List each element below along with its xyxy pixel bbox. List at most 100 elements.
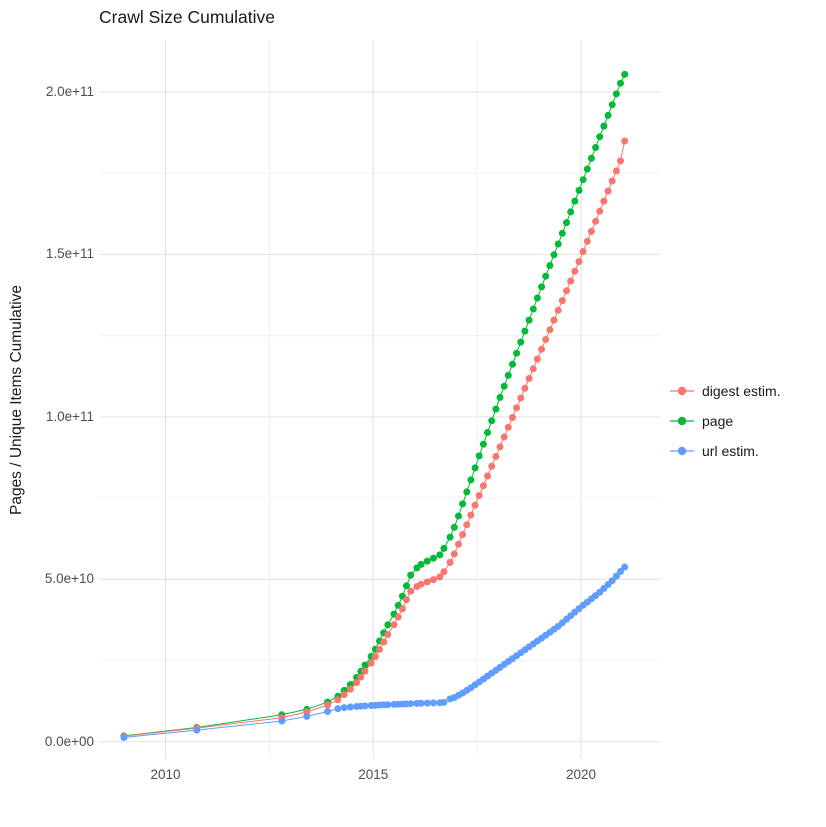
- data-point-digest-estim: [496, 443, 504, 451]
- data-point-digest-estim: [450, 550, 458, 558]
- data-point-page: [484, 429, 491, 436]
- data-point-digest-estim: [583, 237, 591, 245]
- data-point-page: [538, 283, 546, 291]
- data-point-digest-estim: [440, 568, 448, 576]
- series-line-digest-estim: [123, 140, 626, 737]
- data-point-digest-estim: [394, 613, 402, 621]
- data-point-page: [500, 382, 508, 390]
- data-point-url-estim: [407, 700, 415, 708]
- data-point-page: [563, 219, 570, 227]
- data-point-page: [604, 111, 612, 119]
- data-point-digest-estim: [571, 267, 579, 275]
- data-point-digest-estim: [398, 605, 406, 613]
- data-point-digest-estim: [525, 375, 533, 382]
- data-point-digest-estim: [488, 462, 496, 470]
- data-point-page: [517, 338, 525, 346]
- data-point-digest-estim: [604, 187, 612, 195]
- data-point-page: [596, 133, 604, 141]
- data-point-digest-estim: [371, 653, 379, 661]
- data-point-digest-estim: [340, 691, 348, 699]
- data-point-page: [463, 488, 471, 496]
- data-point-page: [450, 523, 458, 531]
- data-point-page: [446, 533, 454, 541]
- data-point-page: [542, 272, 550, 280]
- data-point-page: [488, 417, 496, 425]
- data-point-digest-estim: [608, 177, 616, 185]
- data-point-digest-estim: [596, 207, 604, 215]
- data-point-digest-estim: [509, 414, 516, 421]
- data-point-url-estim: [417, 699, 425, 707]
- data-point-page: [361, 661, 369, 669]
- data-point-url-estim: [361, 702, 369, 710]
- data-point-page: [471, 464, 479, 472]
- data-point-digest-estim: [492, 453, 500, 460]
- legend-key-url-estim-icon: [670, 446, 694, 456]
- data-point-digest-estim: [579, 248, 587, 255]
- data-point-page: [608, 101, 616, 109]
- data-point-digest-estim: [538, 345, 546, 353]
- data-point-page: [621, 70, 629, 78]
- data-point-url-estim: [334, 705, 342, 713]
- data-point-digest-estim: [612, 167, 620, 175]
- legend-label-url-estim: url estim.: [702, 443, 759, 459]
- data-point-page: [403, 582, 410, 590]
- legend-item-page: page: [669, 406, 781, 436]
- data-point-digest-estim: [407, 587, 415, 595]
- legend-key-page-icon: [670, 416, 694, 426]
- data-point-url-estim: [384, 701, 392, 709]
- data-point-digest-estim: [517, 394, 525, 402]
- data-point-url-estim: [303, 712, 311, 720]
- data-point-page: [384, 621, 392, 629]
- data-point-digest-estim: [484, 472, 491, 480]
- data-point-page: [529, 305, 537, 313]
- data-point-digest-estim: [467, 511, 475, 519]
- data-point-url-estim: [340, 704, 348, 712]
- data-point-digest-estim: [575, 258, 583, 266]
- data-point-digest-estim: [558, 297, 566, 305]
- legend-label-digest-estim: digest estim.: [702, 383, 781, 399]
- data-point-digest-estim: [554, 306, 562, 314]
- data-point-digest-estim: [533, 355, 541, 363]
- data-point-digest-estim: [417, 580, 425, 588]
- data-point-page: [521, 327, 529, 335]
- data-point-digest-estim: [390, 621, 398, 629]
- data-point-url-estim: [324, 708, 332, 715]
- data-point-page: [423, 557, 431, 565]
- data-point-url-estim: [346, 703, 354, 711]
- data-point-page: [550, 251, 558, 259]
- data-point-digest-estim: [563, 287, 570, 295]
- data-point-digest-estim: [455, 540, 462, 548]
- data-point-digest-estim: [361, 667, 369, 675]
- data-point-digest-estim: [403, 596, 410, 604]
- data-point-page: [587, 154, 595, 162]
- data-point-page: [479, 440, 487, 448]
- data-point-digest-estim: [346, 685, 354, 693]
- data-point-digest-estim: [479, 482, 487, 490]
- data-point-page: [600, 122, 608, 130]
- data-point-page: [440, 544, 448, 552]
- data-point-page: [558, 229, 566, 237]
- data-point-digest-estim: [567, 277, 575, 285]
- data-point-page: [583, 165, 591, 173]
- data-point-digest-estim: [463, 521, 471, 529]
- data-point-digest-estim: [353, 679, 361, 687]
- data-point-digest-estim: [529, 365, 537, 373]
- data-point-page: [455, 512, 462, 520]
- data-point-page: [513, 349, 521, 357]
- y-tick-label: 1.0e+11: [45, 408, 94, 424]
- data-point-url-estim: [621, 563, 629, 571]
- data-point-digest-estim: [423, 578, 431, 586]
- legend-key-digest-estim-icon: [670, 386, 694, 396]
- legend-item-digest-estim: digest estim.: [669, 376, 781, 406]
- data-point-digest-estim: [471, 501, 479, 509]
- data-point-page: [504, 371, 512, 379]
- data-point-digest-estim: [617, 157, 624, 165]
- data-point-page: [546, 262, 554, 269]
- data-point-digest-estim: [357, 673, 365, 681]
- data-point-digest-estim: [600, 197, 608, 205]
- data-point-page: [492, 405, 500, 413]
- data-point-url-estim: [278, 717, 286, 725]
- data-point-digest-estim: [376, 646, 383, 653]
- data-point-url-estim: [617, 568, 624, 575]
